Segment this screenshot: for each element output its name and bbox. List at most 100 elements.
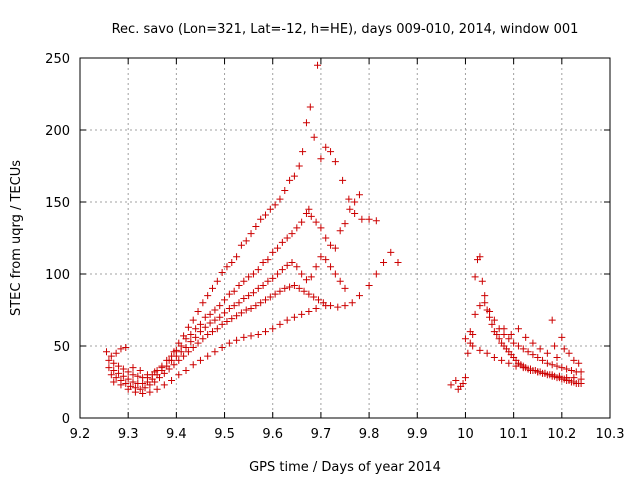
data-point — [305, 307, 313, 315]
data-point — [122, 343, 130, 351]
data-point — [242, 237, 250, 245]
data-point — [196, 320, 204, 328]
data-point — [264, 256, 272, 264]
data-point — [249, 270, 257, 278]
data-point — [196, 356, 204, 364]
grid-lines — [80, 58, 610, 418]
data-point — [233, 253, 241, 261]
data-point — [534, 354, 542, 362]
data-point — [507, 330, 515, 338]
data-point — [249, 289, 257, 297]
data-point — [254, 330, 262, 338]
data-point — [218, 269, 226, 277]
data-point — [336, 277, 344, 285]
data-point — [459, 379, 467, 387]
data-point — [290, 282, 298, 290]
data-point — [299, 148, 307, 156]
data-point — [165, 365, 173, 373]
data-point — [276, 287, 284, 295]
data-point — [151, 378, 159, 386]
data-point — [283, 261, 291, 269]
data-point — [206, 319, 214, 327]
data-point — [271, 201, 279, 209]
data-point — [182, 366, 190, 374]
data-point — [189, 316, 197, 324]
x-tick-label: 9.7 — [311, 427, 332, 442]
chart-title: Rec. savo (Lon=321, Lat=-12, h=HE), days… — [112, 22, 579, 37]
data-point — [355, 292, 363, 300]
data-point — [262, 296, 269, 304]
data-point — [240, 294, 248, 302]
data-point — [269, 248, 277, 256]
data-point — [295, 284, 303, 292]
data-point — [341, 220, 349, 228]
data-point — [209, 284, 216, 292]
data-point — [500, 325, 508, 333]
data-point — [225, 290, 233, 298]
data-point — [160, 369, 168, 377]
data-point — [247, 230, 255, 238]
x-tick-label: 10 — [457, 427, 474, 442]
data-point — [334, 303, 342, 311]
data-point — [247, 305, 255, 313]
data-point — [290, 172, 298, 180]
data-point — [228, 315, 236, 323]
data-point — [476, 302, 484, 310]
data-point — [317, 224, 325, 232]
data-point — [225, 305, 233, 313]
data-point — [184, 323, 192, 331]
data-points — [103, 61, 585, 398]
data-point — [283, 316, 291, 324]
data-point — [201, 313, 209, 321]
data-point — [237, 241, 245, 249]
data-point — [555, 372, 563, 380]
data-point — [252, 222, 260, 230]
data-point — [182, 335, 190, 343]
data-point — [522, 333, 530, 341]
data-point — [247, 332, 255, 340]
data-point — [302, 119, 310, 127]
data-point — [119, 372, 127, 380]
data-point — [194, 307, 202, 315]
data-point — [563, 365, 571, 373]
data-point — [471, 310, 479, 318]
data-point — [505, 335, 513, 343]
data-point — [213, 325, 221, 333]
data-point — [317, 253, 325, 261]
data-point — [146, 388, 154, 396]
data-point — [514, 325, 522, 333]
data-point — [310, 133, 318, 141]
data-point — [327, 263, 335, 271]
data-point — [175, 356, 183, 364]
data-point — [365, 215, 373, 223]
data-point — [204, 292, 212, 300]
data-point — [170, 361, 178, 369]
data-point — [245, 273, 253, 281]
data-point — [129, 378, 137, 386]
data-point — [276, 320, 284, 328]
data-point — [471, 273, 479, 281]
data-point — [498, 356, 506, 364]
data-point — [192, 333, 200, 341]
data-point — [153, 385, 161, 393]
data-point — [331, 158, 339, 166]
data-point — [488, 320, 496, 328]
data-point — [486, 307, 494, 315]
data-point — [235, 282, 243, 290]
data-point — [122, 379, 130, 387]
data-point — [187, 338, 195, 346]
data-point — [481, 292, 489, 300]
y-tick-label: 150 — [45, 196, 70, 211]
data-point — [565, 349, 573, 357]
data-point — [189, 361, 197, 369]
axis-ticks: 9.2 9.3 9.4 9.5 9.6 9.7 9.8 9.9 10 10.1 10.2 10.3 0 5… — [45, 52, 624, 442]
data-point — [534, 368, 542, 376]
data-point — [136, 385, 144, 393]
data-point — [233, 312, 241, 320]
data-point — [510, 339, 518, 347]
data-point — [307, 212, 315, 220]
data-point — [519, 345, 527, 353]
data-point — [339, 176, 347, 184]
data-point — [124, 368, 132, 376]
data-point — [201, 323, 209, 331]
